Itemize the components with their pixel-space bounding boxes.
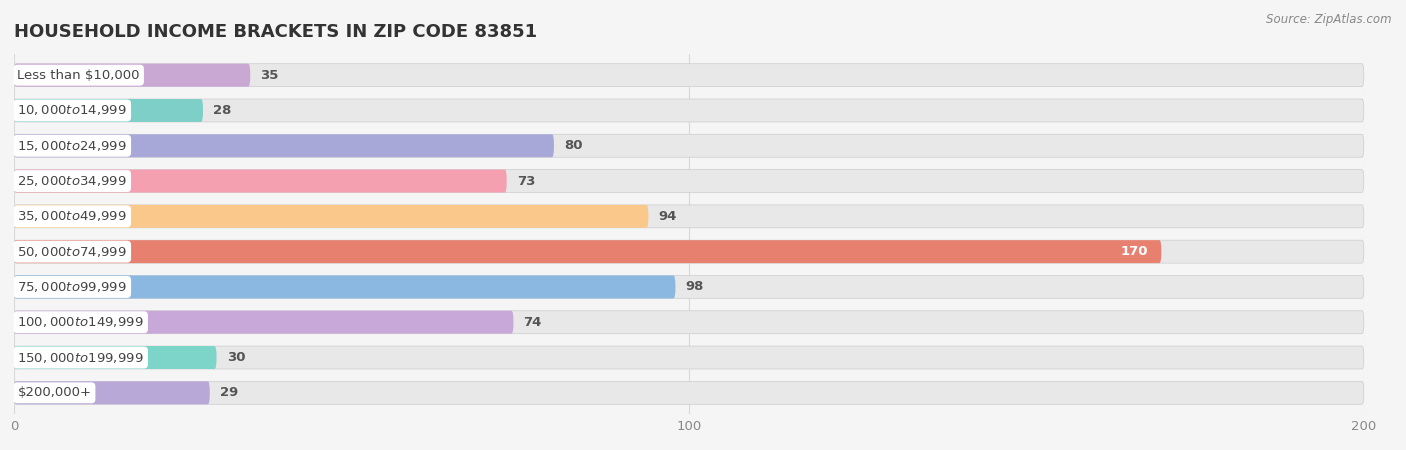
Text: 74: 74	[523, 316, 541, 329]
FancyBboxPatch shape	[14, 240, 1364, 263]
FancyBboxPatch shape	[14, 275, 675, 298]
Text: 73: 73	[517, 175, 536, 188]
FancyBboxPatch shape	[14, 170, 1364, 193]
FancyBboxPatch shape	[14, 381, 209, 404]
Text: 170: 170	[1121, 245, 1147, 258]
Text: $35,000 to $49,999: $35,000 to $49,999	[17, 209, 127, 223]
Text: $50,000 to $74,999: $50,000 to $74,999	[17, 245, 127, 259]
Text: Less than $10,000: Less than $10,000	[17, 69, 141, 82]
Text: 80: 80	[564, 139, 582, 152]
Text: $75,000 to $99,999: $75,000 to $99,999	[17, 280, 127, 294]
Text: $15,000 to $24,999: $15,000 to $24,999	[17, 139, 127, 153]
Text: 35: 35	[260, 69, 278, 82]
FancyBboxPatch shape	[14, 205, 648, 228]
FancyBboxPatch shape	[14, 170, 506, 193]
Text: 98: 98	[686, 280, 704, 293]
Text: Source: ZipAtlas.com: Source: ZipAtlas.com	[1267, 14, 1392, 27]
Text: 30: 30	[226, 351, 245, 364]
FancyBboxPatch shape	[14, 275, 1364, 298]
FancyBboxPatch shape	[14, 346, 217, 369]
FancyBboxPatch shape	[14, 64, 250, 87]
Text: $100,000 to $149,999: $100,000 to $149,999	[17, 315, 143, 329]
FancyBboxPatch shape	[14, 64, 1364, 87]
FancyBboxPatch shape	[14, 134, 554, 157]
FancyBboxPatch shape	[14, 99, 202, 122]
Text: 29: 29	[219, 386, 238, 399]
FancyBboxPatch shape	[14, 311, 1364, 334]
Text: $200,000+: $200,000+	[17, 386, 91, 399]
Text: 28: 28	[214, 104, 232, 117]
FancyBboxPatch shape	[14, 134, 1364, 157]
Text: $150,000 to $199,999: $150,000 to $199,999	[17, 351, 143, 364]
FancyBboxPatch shape	[14, 99, 1364, 122]
FancyBboxPatch shape	[14, 311, 513, 334]
FancyBboxPatch shape	[14, 205, 1364, 228]
Text: 94: 94	[658, 210, 676, 223]
FancyBboxPatch shape	[14, 346, 1364, 369]
Text: $10,000 to $14,999: $10,000 to $14,999	[17, 104, 127, 117]
Text: $25,000 to $34,999: $25,000 to $34,999	[17, 174, 127, 188]
FancyBboxPatch shape	[14, 381, 1364, 404]
Text: HOUSEHOLD INCOME BRACKETS IN ZIP CODE 83851: HOUSEHOLD INCOME BRACKETS IN ZIP CODE 83…	[14, 23, 537, 41]
FancyBboxPatch shape	[14, 240, 1161, 263]
